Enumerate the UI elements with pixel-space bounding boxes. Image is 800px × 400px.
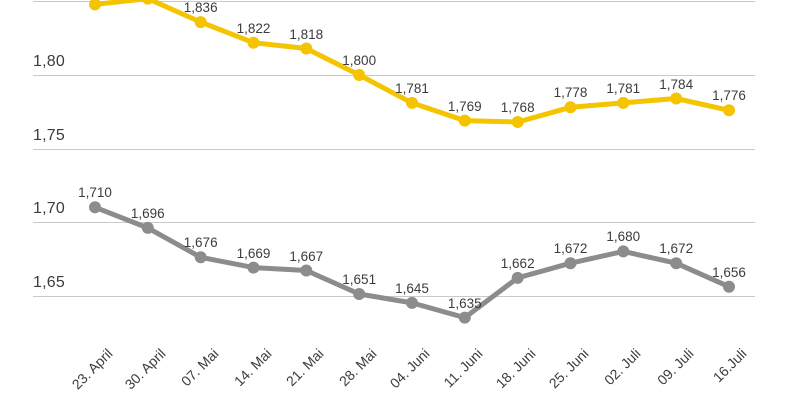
gray-series-point-marker (458, 311, 471, 324)
yellow-series-point-label: 1,778 (553, 85, 588, 101)
gray-series-point-label: 1,696 (130, 205, 165, 221)
gray-series-point-marker (723, 280, 735, 293)
yellow-series-point-label: 1,776 (712, 88, 746, 104)
gray-series-point-label: 1,662 (500, 255, 535, 271)
yellow-series-point-label: 1,784 (659, 76, 694, 92)
gray-series-point-label: 1,635 (447, 295, 482, 311)
gray-series-point-label: 1,676 (183, 235, 218, 251)
gray-series-point-marker (670, 257, 683, 270)
yellow-series-point-marker (723, 104, 735, 117)
yellow-series-point-label: 1,822 (236, 20, 271, 36)
gray-series-point-label: 1,667 (289, 248, 324, 264)
gray-series-point-label: 1,651 (342, 272, 377, 287)
gray-series-point-label: 1,672 (553, 241, 588, 257)
gray-series-point-marker (511, 271, 524, 284)
yellow-series-point-label: 1,818 (289, 26, 324, 42)
yellow-series-point-marker (247, 36, 260, 49)
y-axis-tick-label: 1,70 (33, 200, 65, 217)
yellow-series-point-marker (300, 42, 313, 55)
yellow-series-point-marker (353, 69, 366, 81)
gridline (33, 75, 755, 76)
yellow-series-point-label: 1,836 (183, 0, 218, 16)
yellow-series-point-label: 1,800 (342, 53, 377, 68)
gray-series-point-marker (89, 201, 101, 214)
yellow-series-point-marker (406, 96, 418, 109)
gridline (33, 222, 755, 223)
gray-series-point-marker (247, 261, 260, 274)
gridline (33, 1, 755, 2)
gray-series-point-marker (617, 245, 630, 258)
yellow-series-point-marker (194, 16, 207, 29)
gray-series-point-marker (141, 221, 154, 234)
y-axis-tick-label: 1,75 (33, 127, 65, 144)
yellow-series-point-marker (670, 92, 683, 105)
y-axis-tick-label: 1,65 (33, 274, 65, 291)
yellow-series-point-marker (141, 0, 154, 5)
yellow-series-point-marker (89, 0, 101, 11)
gray-series-point-label: 1,669 (236, 245, 271, 261)
gray-series-point-marker (406, 296, 418, 309)
gridline (33, 149, 755, 150)
yellow-series-point-marker (564, 101, 577, 114)
gray-series-point-marker (194, 251, 207, 264)
gray-series-point-label: 1,645 (395, 280, 429, 296)
yellow-series-point-label: 1,781 (606, 80, 641, 96)
yellow-series-point-label: 1,781 (395, 80, 429, 96)
gray-series-point-marker (564, 257, 577, 270)
gray-series-point-label: 1,656 (712, 264, 746, 280)
gray-series-point-marker (300, 264, 313, 277)
yellow-series-point-marker (617, 96, 630, 109)
gridline (33, 296, 755, 297)
gray-series-point-label: 1,672 (659, 241, 694, 257)
y-axis-tick-label: 1,80 (33, 53, 65, 70)
yellow-series-point-marker (511, 116, 524, 128)
gray-series-point-label: 1,680 (606, 229, 641, 245)
yellow-series-point-label: 1,769 (447, 98, 482, 114)
gray-series-point-marker (353, 288, 366, 300)
yellow-series-point-marker (458, 114, 471, 127)
yellow-series-point-label: 1,768 (500, 100, 535, 115)
gray-series-point-label: 1,710 (78, 185, 112, 201)
